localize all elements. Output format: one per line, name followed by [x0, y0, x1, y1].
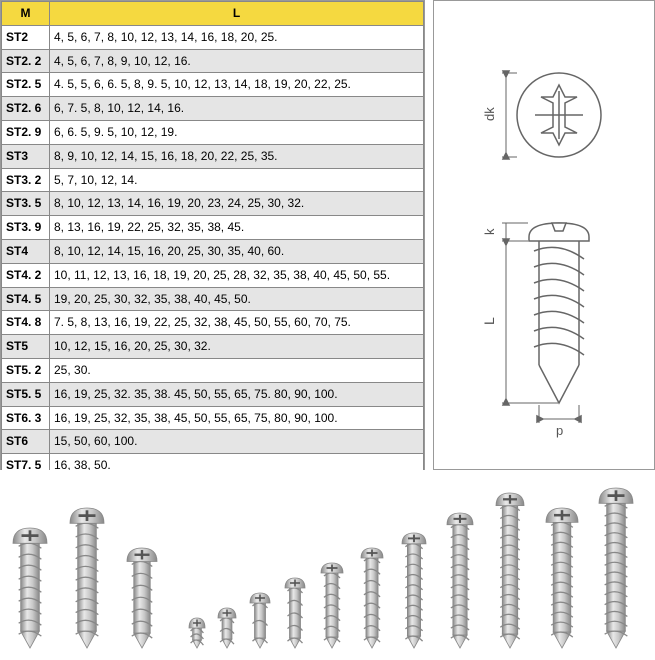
label-dk: dk — [482, 107, 497, 121]
cell-l: 19, 20, 25, 30, 32, 35, 38, 40, 45, 50. — [50, 287, 424, 311]
cell-l: 4, 5, 6, 7, 8, 9, 10, 12, 16. — [50, 49, 424, 73]
screw-photo — [68, 506, 106, 650]
table-row: ST2. 54. 5, 5, 6, 6. 5, 8, 9. 5, 10, 12,… — [2, 73, 424, 97]
table-row: ST3. 98, 13, 16, 19, 22, 25, 32, 35, 38,… — [2, 216, 424, 240]
label-p: p — [556, 423, 563, 438]
cell-l: 8, 10, 12, 14, 15, 16, 20, 25, 30, 35, 4… — [50, 239, 424, 263]
cell-m: ST6. 3 — [2, 406, 50, 430]
screw-photo — [125, 546, 159, 650]
cell-l: 5, 7, 10, 12, 14. — [50, 168, 424, 192]
diagram-svg: dk — [434, 1, 654, 469]
cell-m: ST2 — [2, 25, 50, 49]
table-row: ST4. 519, 20, 25, 30, 32, 35, 38, 40, 45… — [2, 287, 424, 311]
cell-m: ST2. 9 — [2, 120, 50, 144]
label-L: L — [481, 317, 497, 325]
cell-l: 10, 11, 12, 13, 16, 18, 19, 20, 25, 28, … — [50, 263, 424, 287]
screw-photo-row — [0, 470, 655, 660]
screw-photo — [187, 616, 207, 650]
screw-photo — [216, 606, 238, 650]
cell-m: ST2. 2 — [2, 49, 50, 73]
screw-photo — [597, 486, 635, 650]
table-row: ST510, 12, 15, 16, 20, 25, 30, 32. — [2, 335, 424, 359]
table-row: ST6. 316, 19, 25, 32, 35, 38, 45, 50, 55… — [2, 406, 424, 430]
screw-diagram: dk — [433, 0, 655, 470]
screw-photo — [248, 591, 272, 650]
cell-m: ST5. 5 — [2, 382, 50, 406]
screw-photo — [494, 491, 526, 650]
cell-l: 8, 13, 16, 19, 22, 25, 32, 35, 38, 45. — [50, 216, 424, 240]
diagram-top-view — [502, 71, 601, 159]
col-header-m: M — [2, 2, 50, 26]
cell-m: ST6 — [2, 430, 50, 454]
top-section: M L ST24, 5, 6, 7, 8, 10, 12, 13, 14, 16… — [0, 0, 655, 470]
cell-m: ST2. 5 — [2, 73, 50, 97]
table-row: ST4. 210, 11, 12, 13, 16, 18, 19, 20, 25… — [2, 263, 424, 287]
screw-size-table-container: M L ST24, 5, 6, 7, 8, 10, 12, 13, 14, 16… — [0, 0, 425, 470]
screw-photo — [283, 576, 307, 650]
cell-l: 10, 12, 15, 16, 20, 25, 30, 32. — [50, 335, 424, 359]
cell-l: 8, 9, 10, 12, 14, 15, 16, 18, 20, 22, 25… — [50, 144, 424, 168]
screw-size-table: M L ST24, 5, 6, 7, 8, 10, 12, 13, 14, 16… — [1, 1, 424, 478]
cell-m: ST3. 5 — [2, 192, 50, 216]
table-row: ST2. 66, 7. 5, 8, 10, 12, 14, 16. — [2, 97, 424, 121]
screw-photo — [544, 506, 580, 650]
diagram-side-view — [502, 223, 589, 423]
screw-photo — [319, 561, 345, 650]
cell-l: 6, 7. 5, 8, 10, 12, 14, 16. — [50, 97, 424, 121]
table-row: ST3. 58, 10, 12, 13, 14, 16, 19, 20, 23,… — [2, 192, 424, 216]
cell-m: ST4. 8 — [2, 311, 50, 335]
screw-photo — [11, 526, 49, 650]
col-header-l: L — [50, 2, 424, 26]
label-k: k — [482, 228, 497, 235]
screw-photo — [359, 546, 385, 650]
cell-m: ST3. 2 — [2, 168, 50, 192]
cell-m: ST3. 9 — [2, 216, 50, 240]
table-row: ST2. 96, 6. 5, 9. 5, 10, 12, 19. — [2, 120, 424, 144]
table-row: ST5. 516, 19, 25, 32. 35, 38. 45, 50, 55… — [2, 382, 424, 406]
cell-l: 8, 10, 12, 13, 14, 16, 19, 20, 23, 24, 2… — [50, 192, 424, 216]
cell-l: 16, 19, 25, 32, 35, 38, 45, 50, 55, 65, … — [50, 406, 424, 430]
screw-photo — [400, 531, 428, 650]
cell-l: 16, 19, 25, 32. 35, 38. 45, 50, 55, 65, … — [50, 382, 424, 406]
cell-m: ST3 — [2, 144, 50, 168]
cell-m: ST4 — [2, 239, 50, 263]
table-row: ST5. 225, 30. — [2, 358, 424, 382]
cell-m: ST4. 5 — [2, 287, 50, 311]
cell-l: 4, 5, 6, 7, 8, 10, 12, 13, 14, 16, 18, 2… — [50, 25, 424, 49]
table-row: ST615, 50, 60, 100. — [2, 430, 424, 454]
cell-m: ST4. 2 — [2, 263, 50, 287]
cell-m: ST2. 6 — [2, 97, 50, 121]
cell-l: 15, 50, 60, 100. — [50, 430, 424, 454]
screw-photo — [445, 511, 475, 650]
cell-l: 7. 5, 8, 13, 16, 19, 22, 25, 32, 38, 45,… — [50, 311, 424, 335]
cell-m: ST5. 2 — [2, 358, 50, 382]
cell-l: 4. 5, 5, 6, 6. 5, 8, 9. 5, 10, 12, 13, 1… — [50, 73, 424, 97]
table-row: ST24, 5, 6, 7, 8, 10, 12, 13, 14, 16, 18… — [2, 25, 424, 49]
table-row: ST4. 87. 5, 8, 13, 16, 19, 22, 25, 32, 3… — [2, 311, 424, 335]
cell-l: 6, 6. 5, 9. 5, 10, 12, 19. — [50, 120, 424, 144]
cell-l: 25, 30. — [50, 358, 424, 382]
table-row: ST48, 10, 12, 14, 15, 16, 20, 25, 30, 35… — [2, 239, 424, 263]
cell-m: ST5 — [2, 335, 50, 359]
table-row: ST38, 9, 10, 12, 14, 15, 16, 18, 20, 22,… — [2, 144, 424, 168]
table-row: ST2. 24, 5, 6, 7, 8, 9, 10, 12, 16. — [2, 49, 424, 73]
table-row: ST3. 25, 7, 10, 12, 14. — [2, 168, 424, 192]
